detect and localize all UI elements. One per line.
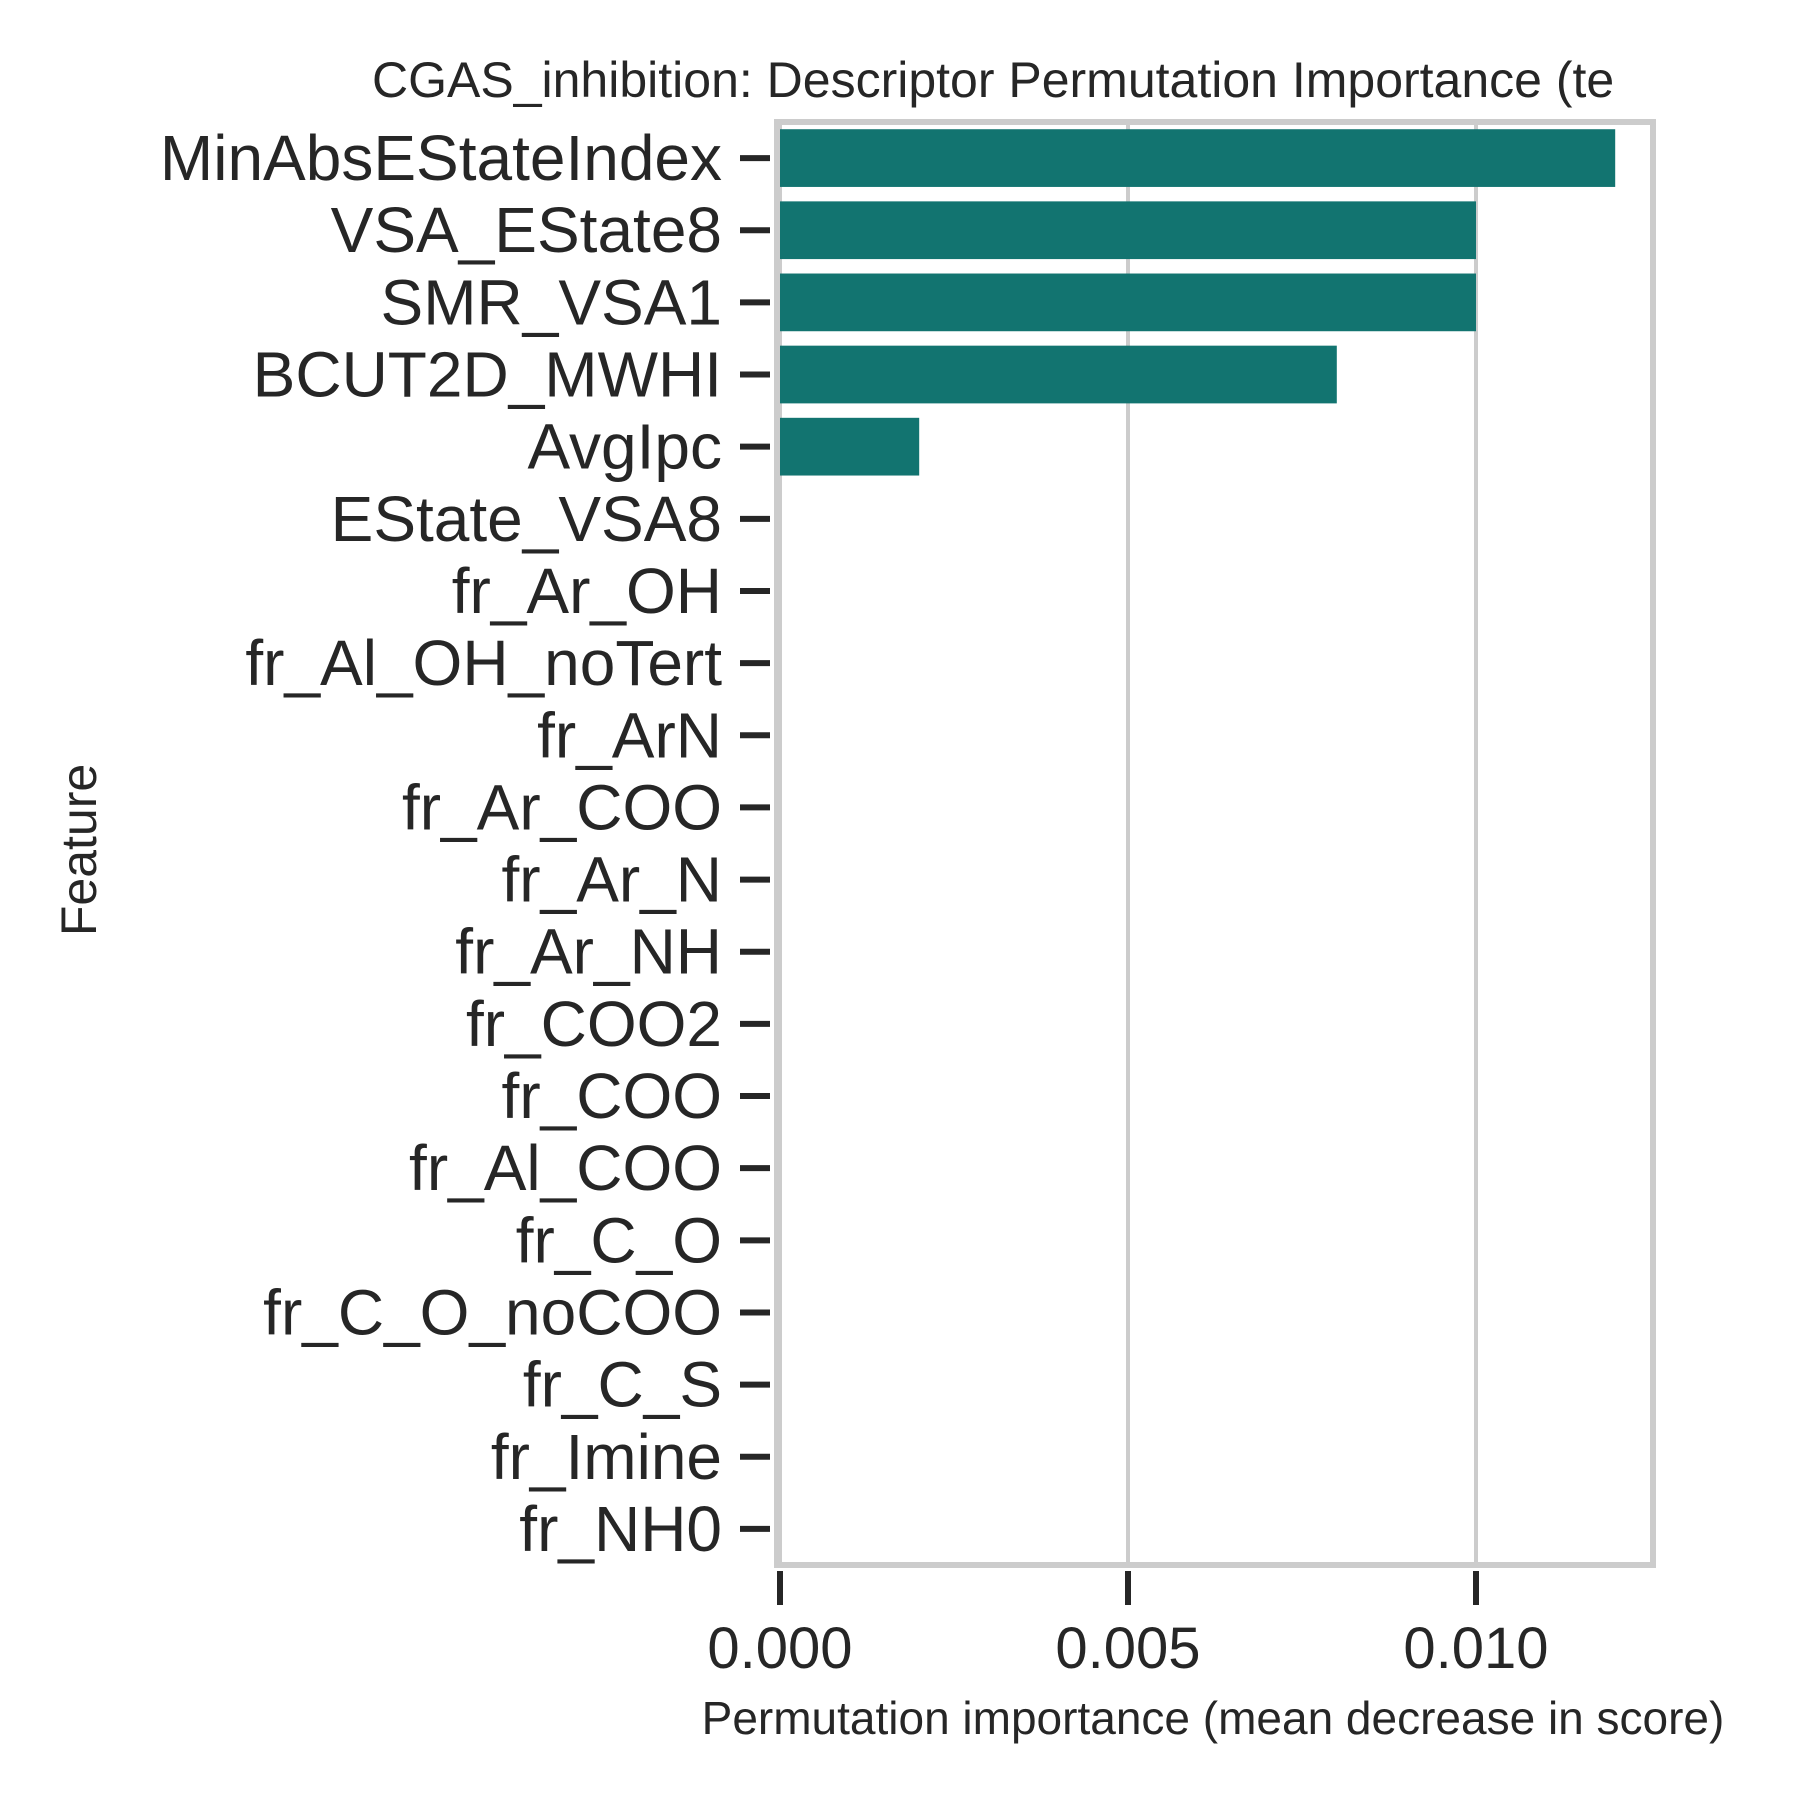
y-tick-label: fr_Ar_COO xyxy=(402,771,722,843)
plot-frame xyxy=(774,119,1656,1568)
y-tick-label: fr_NH0 xyxy=(519,1493,722,1565)
x-tick-label: 0.000 xyxy=(707,1616,852,1681)
y-tick-label: fr_C_O xyxy=(516,1204,722,1276)
bar-BCUT2D_MWHI xyxy=(780,345,1337,404)
y-ticks: MinAbsEStateIndexVSA_EState8SMR_VSA1BCUT… xyxy=(160,122,770,1565)
y-tick-label: fr_Ar_OH xyxy=(452,555,722,627)
y-tick-label: fr_COO xyxy=(502,1060,722,1132)
y-tick-label: fr_COO2 xyxy=(466,988,722,1060)
y-tick-label: fr_Imine xyxy=(491,1421,722,1493)
bars xyxy=(780,129,1616,476)
bar-SMR_VSA1 xyxy=(780,273,1476,332)
y-tick-label: BCUT2D_MWHI xyxy=(253,339,722,411)
bar-AvgIpc xyxy=(780,417,920,476)
y-tick-label: fr_C_O_noCOO xyxy=(263,1276,722,1348)
y-tick-label: EState_VSA8 xyxy=(331,483,722,555)
y-tick-label: fr_C_S xyxy=(523,1349,722,1421)
y-tick-label: fr_ArN xyxy=(537,699,722,771)
y-tick-label: MinAbsEStateIndex xyxy=(160,122,722,194)
y-axis-label: Feature xyxy=(51,764,107,936)
x-axis-label: Permutation importance (mean decrease in… xyxy=(702,1692,1725,1744)
y-tick-label: fr_Al_OH_noTert xyxy=(245,627,722,699)
y-tick-label: VSA_EState8 xyxy=(331,194,722,266)
y-tick-label: fr_Al_COO xyxy=(409,1132,722,1204)
x-tick-label: 0.010 xyxy=(1403,1616,1548,1681)
y-tick-label: SMR_VSA1 xyxy=(381,266,722,338)
x-tick-label: 0.005 xyxy=(1055,1616,1200,1681)
bar-MinAbsEStateIndex xyxy=(780,129,1616,187)
grid-lines xyxy=(778,122,1478,1565)
chart-title: CGAS_inhibition: Descriptor Permutation … xyxy=(372,52,1614,108)
x-ticks: 0.000 0.005 0.010 xyxy=(707,1571,1549,1681)
y-tick-label: fr_Ar_NH xyxy=(455,916,722,988)
y-tick-label: fr_Ar_N xyxy=(502,844,723,916)
bar-VSA_EState8 xyxy=(780,201,1476,260)
y-tick-label: AvgIpc xyxy=(528,411,723,483)
